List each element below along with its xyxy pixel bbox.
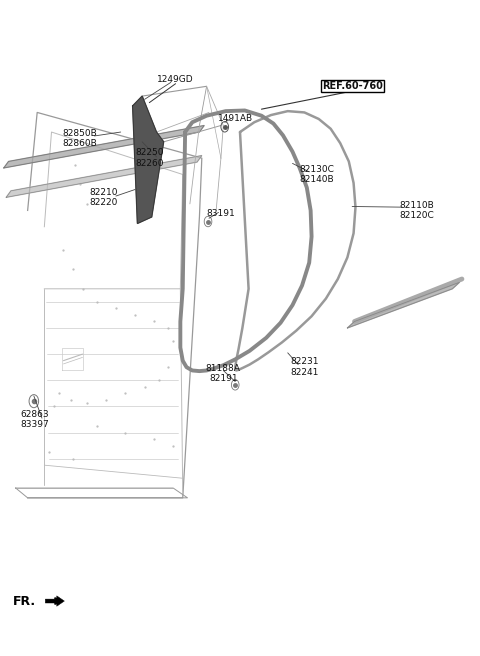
Text: 1249GD: 1249GD <box>157 75 194 84</box>
Text: 82110B
82120C: 82110B 82120C <box>399 201 434 220</box>
Polygon shape <box>45 596 64 606</box>
Text: 62863
83397: 62863 83397 <box>21 410 49 429</box>
Polygon shape <box>348 282 459 328</box>
Text: 81188A
82191: 81188A 82191 <box>206 364 241 383</box>
Text: 82210
82220: 82210 82220 <box>90 188 118 207</box>
Text: REF.60-760: REF.60-760 <box>322 81 383 91</box>
Polygon shape <box>6 155 202 197</box>
Text: 82231
82241: 82231 82241 <box>290 358 319 377</box>
Text: 83191: 83191 <box>206 209 235 218</box>
Text: 82250
82260: 82250 82260 <box>135 148 164 168</box>
Text: 1491AB: 1491AB <box>217 114 253 123</box>
Text: 82130C
82140B: 82130C 82140B <box>299 165 334 184</box>
Polygon shape <box>4 125 204 168</box>
Text: 82850B
82860B: 82850B 82860B <box>63 129 97 148</box>
Text: FR.: FR. <box>12 594 36 607</box>
Polygon shape <box>132 96 164 224</box>
